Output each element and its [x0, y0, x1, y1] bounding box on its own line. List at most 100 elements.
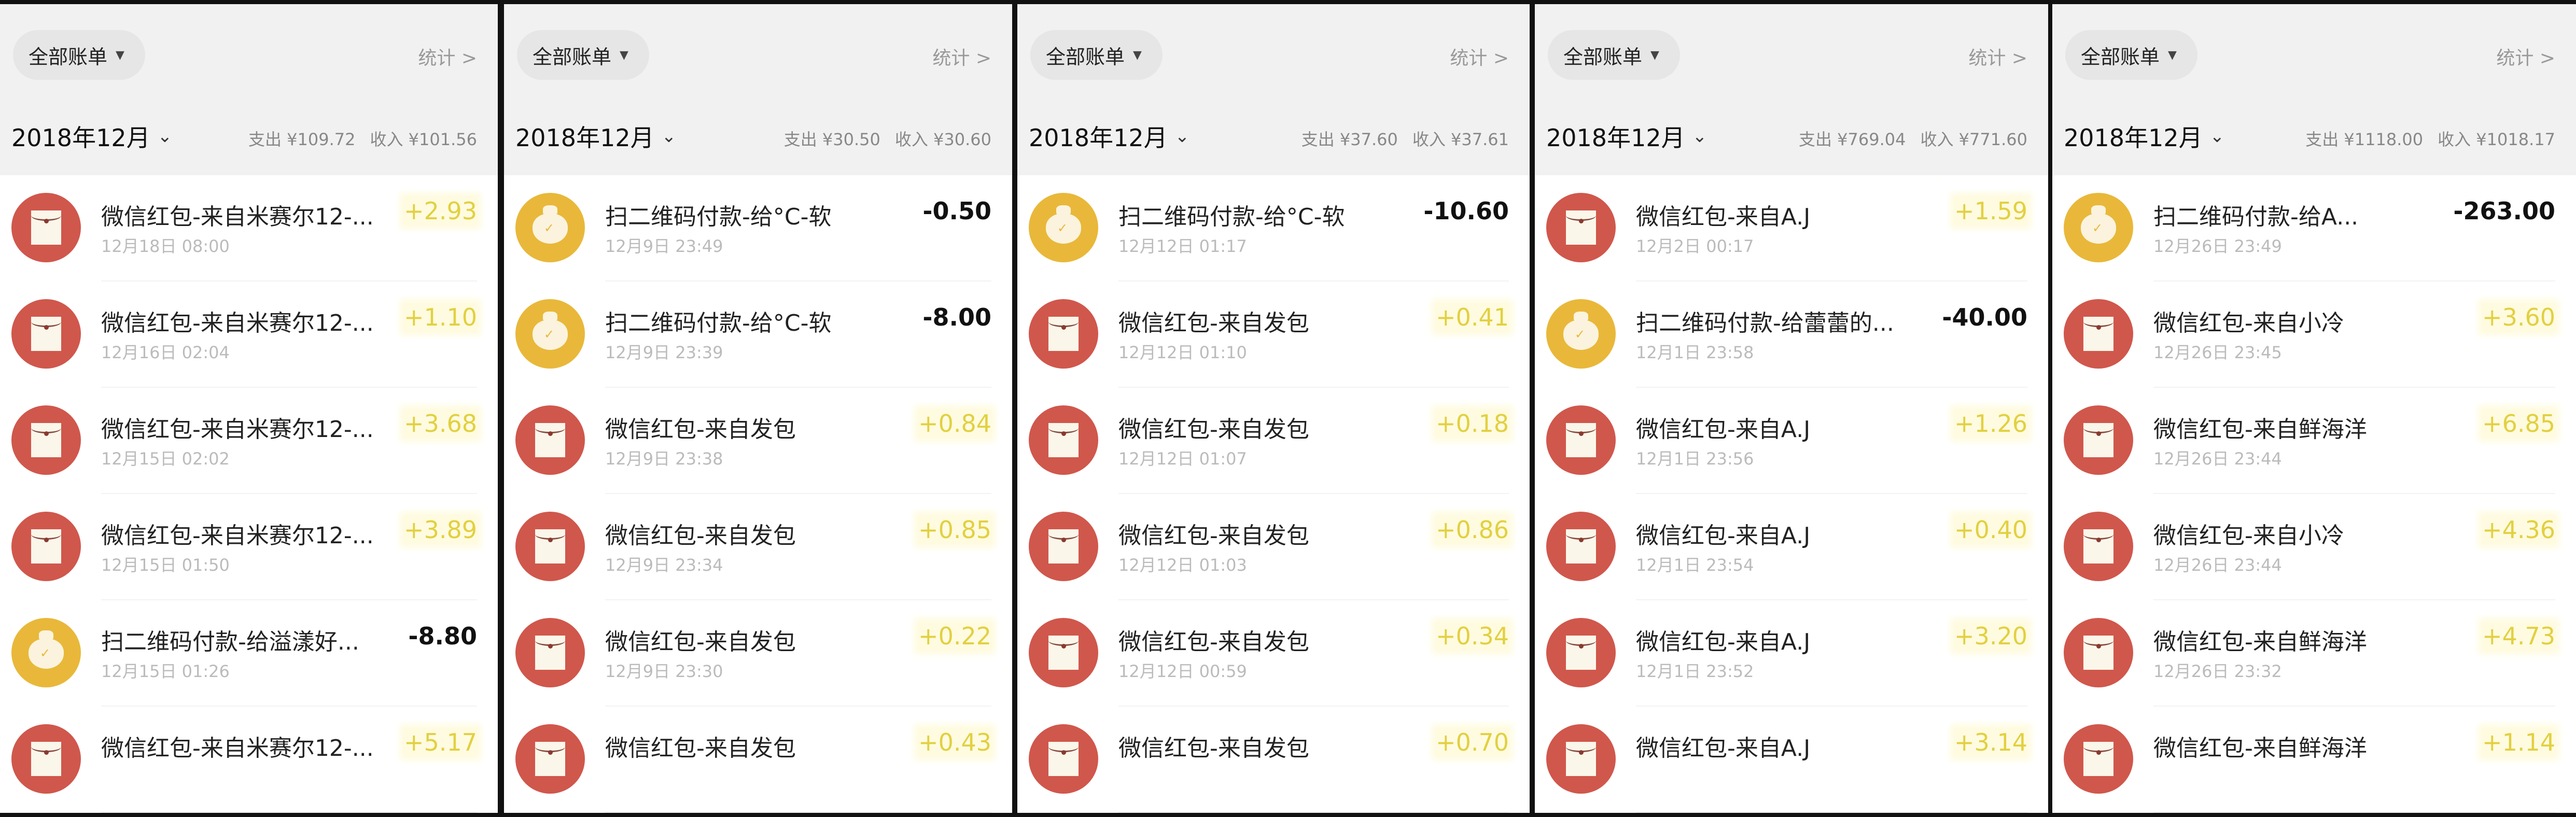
- envelope-glyph: [2083, 636, 2113, 670]
- transaction-row[interactable]: 微信红包-来自小冷 12月26日 23:44 +4.36: [2052, 494, 2576, 600]
- income-total: 收入 ¥37.61: [1412, 130, 1509, 149]
- row-divider: [605, 280, 991, 281]
- transaction-row[interactable]: 微信红包-来自米赛尔12-... 12月15日 02:02 +3.68: [0, 388, 498, 494]
- transaction-title: 微信红包-来自鲜海洋: [2153, 416, 2367, 443]
- statistics-link[interactable]: 统计 >: [1450, 48, 1509, 69]
- transaction-row[interactable]: 扫二维码付款-给溢漾好... 12月15日 01:26 -8.80: [0, 600, 498, 707]
- bag-glyph: [29, 630, 64, 669]
- caret-down-icon: ▼: [116, 48, 124, 62]
- filter-dropdown[interactable]: 全部账单 ▼: [2065, 30, 2197, 80]
- row-divider: [605, 706, 991, 707]
- filter-dropdown[interactable]: 全部账单 ▼: [1030, 30, 1163, 80]
- month-selector[interactable]: 2018年12月 ⌄: [515, 119, 676, 153]
- transaction-row[interactable]: 微信红包-来自发包 12月12日 01:07 +0.18: [1017, 388, 1530, 494]
- transaction-amount: +0.18: [1436, 410, 1509, 438]
- transaction-title: 微信红包-来自米赛尔12-...: [101, 310, 374, 336]
- row-divider: [2153, 706, 2555, 707]
- transaction-row[interactable]: 微信红包-来自发包 12月9日 23:30 +0.22: [504, 600, 1012, 707]
- red-packet-icon: [2064, 724, 2133, 794]
- statistics-link[interactable]: 统计 >: [2496, 48, 2555, 69]
- row-divider: [1636, 812, 2027, 813]
- transaction-row[interactable]: 扫二维码付款-给°C-软 12月9日 23:39 -8.00: [504, 281, 1012, 388]
- transaction-date: 12月2日 00:17: [1636, 236, 1754, 256]
- transaction-title: 微信红包-来自发包: [1118, 523, 1309, 549]
- row-divider: [1118, 493, 1509, 494]
- transaction-title: 微信红包-来自发包: [1118, 735, 1309, 762]
- transaction-title: 扫二维码付款-给°C-软: [605, 310, 832, 336]
- transaction-date: 12月15日 01:50: [101, 555, 230, 575]
- chevron-down-icon: ⌄: [661, 126, 677, 147]
- transaction-title: 微信红包-来自A.J: [1636, 735, 1811, 762]
- transaction-date: 12月26日 23:45: [2153, 343, 2282, 362]
- statistics-link[interactable]: 统计 >: [932, 48, 991, 69]
- transaction-row[interactable]: 扫二维码付款-给°C-软 12月9日 23:49 -0.50: [504, 175, 1012, 281]
- transaction-row[interactable]: 扫二维码付款-给蕾蕾的... 12月1日 23:58 -40.00: [1535, 281, 2048, 388]
- red-packet-icon: [1029, 724, 1098, 794]
- transaction-title: 微信红包-来自A.J: [1636, 629, 1811, 655]
- income-total: 收入 ¥101.56: [370, 130, 477, 149]
- transaction-title: 微信红包-来自发包: [605, 523, 796, 549]
- statistics-link[interactable]: 统计 >: [1968, 48, 2027, 69]
- transaction-row[interactable]: 微信红包-来自鲜海洋 12月26日 23:44 +6.85: [2052, 388, 2576, 494]
- transaction-row[interactable]: 扫二维码付款-给A... 12月26日 23:49 -263.00: [2052, 175, 2576, 281]
- row-divider: [1636, 493, 2027, 494]
- month-selector[interactable]: 2018年12月 ⌄: [2064, 119, 2224, 153]
- transaction-row[interactable]: 微信红包-来自A.J 12月1日 23:52 +3.20: [1535, 600, 2048, 707]
- expense-total: 支出 ¥1118.00: [2305, 130, 2424, 149]
- transaction-row[interactable]: 微信红包-来自A.J 12月1日 23:56 +1.26: [1535, 388, 2048, 494]
- transaction-row[interactable]: 微信红包-来自米赛尔12-... 12月18日 08:00 +2.93: [0, 175, 498, 281]
- row-divider: [101, 493, 477, 494]
- expense-total: 支出 ¥109.72: [248, 130, 356, 149]
- transaction-row[interactable]: 微信红包-来自米赛尔12-... +5.17: [0, 707, 498, 813]
- transaction-row[interactable]: 微信红包-来自发包 +0.43: [504, 707, 1012, 813]
- filter-dropdown[interactable]: 全部账单 ▼: [517, 30, 649, 80]
- envelope-glyph: [535, 529, 565, 564]
- bag-glyph: [1046, 205, 1081, 244]
- month-selector[interactable]: 2018年12月 ⌄: [11, 119, 172, 153]
- transaction-amount: +1.26: [1954, 410, 2027, 438]
- transaction-row[interactable]: 扫二维码付款-给°C-软 12月12日 01:17 -10.60: [1017, 175, 1530, 281]
- transaction-row[interactable]: 微信红包-来自米赛尔12-... 12月15日 01:50 +3.89: [0, 494, 498, 600]
- filter-dropdown[interactable]: 全部账单 ▼: [13, 30, 145, 80]
- filter-dropdown[interactable]: 全部账单 ▼: [1548, 30, 1680, 80]
- transaction-row[interactable]: 微信红包-来自发包 +0.70: [1017, 707, 1530, 813]
- row-divider: [101, 599, 477, 600]
- bill-list-panel: 全部账单 ▼ 统计 > 2018年12月 ⌄ 支出 ¥37.60 收入 ¥37.61 扫二维码…: [1017, 4, 1530, 813]
- transaction-row[interactable]: 微信红包-来自发包 12月12日 01:03 +0.86: [1017, 494, 1530, 600]
- month-selector[interactable]: 2018年12月 ⌄: [1546, 119, 1707, 153]
- transaction-amount: +4.73: [2482, 622, 2555, 650]
- transaction-date: 12月1日 23:52: [1636, 661, 1754, 681]
- transaction-row[interactable]: 微信红包-来自发包 12月9日 23:38 +0.84: [504, 388, 1012, 494]
- transaction-row[interactable]: 微信红包-来自发包 12月9日 23:34 +0.85: [504, 494, 1012, 600]
- statistics-link[interactable]: 统计 >: [418, 48, 477, 69]
- transaction-date: 12月1日 23:54: [1636, 555, 1754, 575]
- transaction-row[interactable]: 微信红包-来自发包 12月12日 00:59 +0.34: [1017, 600, 1530, 707]
- transaction-date: 12月15日 02:02: [101, 449, 230, 469]
- transaction-title: 微信红包-来自A.J: [1636, 204, 1811, 230]
- transaction-row[interactable]: 微信红包-来自发包 12月12日 01:10 +0.41: [1017, 281, 1530, 388]
- transaction-row[interactable]: 微信红包-来自A.J 12月2日 00:17 +1.59: [1535, 175, 2048, 281]
- transaction-amount: +3.14: [1954, 728, 2027, 756]
- red-packet-icon: [1029, 299, 1098, 369]
- transaction-date: 12月1日 23:56: [1636, 449, 1754, 469]
- bill-list-panel: 全部账单 ▼ 统计 > 2018年12月 ⌄ 支出 ¥30.50 收入 ¥30.60 扫二维码…: [504, 4, 1012, 813]
- month-summary: 支出 ¥109.72 收入 ¥101.56: [234, 126, 477, 150]
- transaction-row[interactable]: 微信红包-来自鲜海洋 12月26日 23:32 +4.73: [2052, 600, 2576, 707]
- transaction-row[interactable]: 微信红包-来自鲜海洋 +1.14: [2052, 707, 2576, 813]
- transaction-amount: +0.43: [918, 728, 991, 756]
- row-divider: [1118, 706, 1509, 707]
- transaction-row[interactable]: 微信红包-来自米赛尔12-... 12月16日 02:04 +1.10: [0, 281, 498, 388]
- bill-header: 全部账单 ▼ 统计 > 2018年12月 ⌄ 支出 ¥30.50 收入 ¥30.60: [504, 4, 1012, 175]
- transaction-row[interactable]: 微信红包-来自A.J 12月1日 23:54 +0.40: [1535, 494, 2048, 600]
- caret-down-icon: ▼: [2168, 48, 2177, 62]
- envelope-glyph: [31, 529, 61, 564]
- expense-total: 支出 ¥30.50: [783, 130, 880, 149]
- red-packet-icon: [1546, 724, 1616, 794]
- month-selector[interactable]: 2018年12月 ⌄: [1029, 119, 1189, 153]
- bill-header: 全部账单 ▼ 统计 > 2018年12月 ⌄ 支出 ¥769.04 收入 ¥771.60: [1535, 4, 2048, 175]
- transaction-amount: +0.22: [918, 622, 991, 650]
- transaction-title: 微信红包-来自米赛尔12-...: [101, 735, 374, 762]
- transaction-row[interactable]: 微信红包-来自A.J +3.14: [1535, 707, 2048, 813]
- transaction-row[interactable]: 微信红包-来自小冷 12月26日 23:45 +3.60: [2052, 281, 2576, 388]
